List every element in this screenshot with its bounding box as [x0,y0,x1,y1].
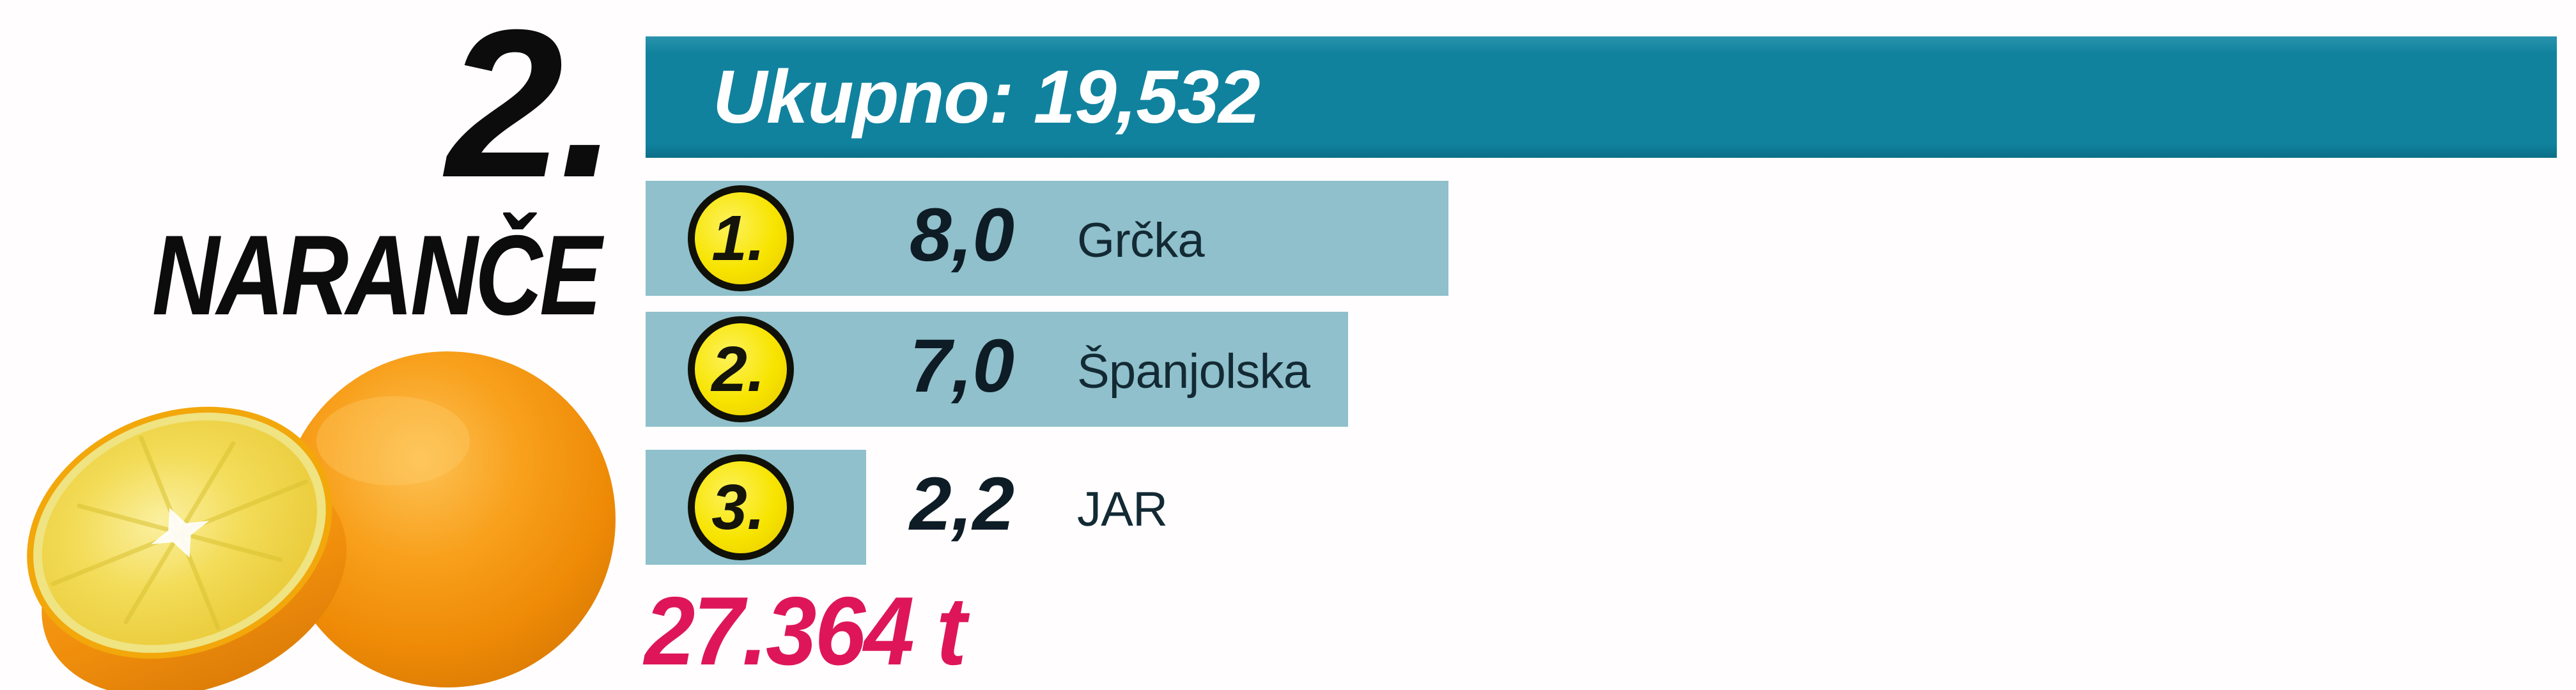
rank-number: 2. [446,0,618,221]
half-orange [27,406,347,690]
value-label-jar: 2,2 [910,462,1015,546]
orange-core-star [151,507,210,558]
whole-orange [279,351,616,687]
rank-badge-3: 3. [688,454,794,560]
total-bar: Ukupno: 19,532 [646,36,2557,158]
rank-badge-1: 1. [688,185,794,291]
bar-row-spanjolska: 2. 7,0 Španjolska [646,312,2308,427]
country-label-grcka: Grčka [1077,213,1205,268]
total-bar-label: Ukupno: 19,532 [713,55,1261,139]
rank-badge-2: 2. [688,316,794,422]
grand-total: 27.364 t [644,577,966,686]
bar-row-grcka: 1. 8,0 Grčka [646,181,2308,296]
value-label-grcka: 8,0 [910,193,1015,277]
country-label-spanjolska: Španjolska [1077,344,1310,399]
oranges-illustration [27,351,616,690]
rank-badge-1-label: 1. [711,203,765,274]
bar-row-jar: 3. 2,2 JAR [646,450,2308,565]
product-title: NARANČE [152,211,602,339]
rank-badge-2-label: 2. [711,334,765,405]
rank-badge-3-label: 3. [711,471,765,543]
value-label-spanjolska: 7,0 [910,324,1015,408]
country-label-jar: JAR [1077,482,1168,537]
